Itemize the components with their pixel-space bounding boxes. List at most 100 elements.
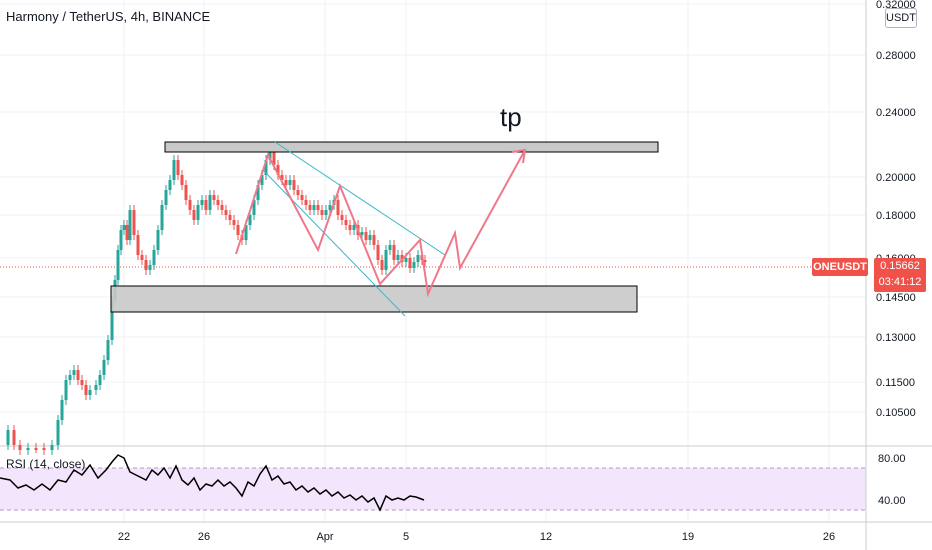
- rsi-indicator-title: RSI (14, close): [6, 457, 86, 471]
- candle-body: [172, 160, 176, 180]
- candle-body: [132, 210, 136, 235]
- rsi-band: [0, 468, 866, 510]
- candle-body: [252, 200, 256, 215]
- candle-body: [102, 360, 106, 375]
- candle-body: [176, 160, 180, 175]
- candle-body: [216, 200, 220, 205]
- candle-body: [6, 430, 10, 445]
- candle-body: [80, 380, 84, 385]
- candle-body: [224, 210, 228, 215]
- time-tick-label: Apr: [316, 531, 333, 543]
- candle-body: [160, 205, 164, 230]
- candle-body: [128, 210, 132, 240]
- candle-body: [188, 200, 192, 210]
- price-tick-label: 0.20000: [876, 172, 916, 184]
- candle-body: [348, 225, 352, 230]
- candle-body: [416, 255, 420, 262]
- candle-body: [12, 430, 16, 445]
- candle-body: [412, 262, 416, 268]
- candle-body: [184, 185, 188, 200]
- candle-body: [152, 250, 156, 265]
- time-tick-label: 22: [118, 531, 130, 543]
- candle-body: [256, 185, 260, 200]
- price-tick-label: 0.11500: [876, 377, 915, 389]
- candle-body: [388, 245, 392, 250]
- support-zone[interactable]: [110, 285, 638, 313]
- candle-body: [276, 165, 280, 175]
- candle-body: [180, 175, 184, 185]
- candle-body: [392, 245, 396, 260]
- target-label: tp: [500, 102, 522, 132]
- candle-body: [296, 190, 300, 195]
- resistance-zone[interactable]: [164, 141, 659, 153]
- candle-body: [148, 265, 152, 270]
- currency-button[interactable]: USDT: [885, 8, 917, 28]
- candle-body: [272, 150, 276, 165]
- price-tick-label: 0.14500: [876, 292, 916, 304]
- candle-body: [368, 235, 372, 240]
- candle-body: [300, 195, 304, 200]
- candle-body: [119, 230, 123, 250]
- candle-body: [164, 190, 168, 205]
- candle-body: [200, 200, 204, 205]
- candle-body: [84, 385, 88, 395]
- candle-body: [236, 225, 240, 235]
- symbol-tag: ONEUSDT: [812, 258, 868, 276]
- candle-body: [64, 380, 68, 400]
- time-tick-label: 26: [823, 531, 835, 543]
- channel-lower-line[interactable]: [262, 169, 406, 317]
- price-tag: 0.15662 03:41:12: [874, 258, 926, 292]
- candle-body: [280, 175, 284, 180]
- candle-body: [68, 375, 72, 380]
- rsi-line: [0, 454, 425, 512]
- channel-upper-line[interactable]: [274, 141, 446, 256]
- price-tick-label: 0.13000: [876, 332, 916, 344]
- candle-body: [232, 220, 236, 225]
- candle-body: [168, 180, 172, 190]
- candle-body: [372, 235, 376, 245]
- candle-body: [228, 215, 232, 220]
- candle-body: [292, 180, 296, 190]
- candle-body: [423, 260, 427, 262]
- candle-body: [196, 205, 200, 220]
- rsi-tick-80: 80.00: [878, 453, 906, 465]
- grid-lines: [0, 0, 866, 522]
- time-axis-labels: 22 26 Apr 5 12 19 26: [118, 531, 835, 543]
- candle-body: [264, 160, 268, 175]
- candle-body: [192, 210, 196, 220]
- candle-body: [396, 255, 400, 260]
- price-tick-label: 0.32000: [876, 0, 916, 11]
- candle-body: [34, 448, 38, 450]
- projection-path[interactable]: [235, 149, 526, 298]
- candle-body: [352, 225, 356, 230]
- candle-body: [220, 205, 224, 210]
- time-tick-label: 5: [403, 531, 409, 543]
- price-tick-label: 0.10500: [876, 407, 916, 419]
- candle-body: [98, 375, 102, 385]
- candle-body: [376, 245, 380, 260]
- candle-body: [320, 210, 324, 215]
- candle-body: [88, 390, 92, 395]
- candle-body: [340, 215, 344, 220]
- candle-body: [156, 230, 160, 250]
- candle-body: [312, 205, 316, 210]
- candle-body: [72, 370, 76, 375]
- price-tag-value: 0.15662: [880, 260, 920, 272]
- candle-body: [308, 205, 312, 210]
- candle-body: [106, 340, 110, 360]
- candle-body: [380, 260, 384, 270]
- candle-body: [244, 225, 248, 240]
- price-tick-label: 0.28000: [876, 50, 916, 62]
- candle-body: [204, 200, 208, 210]
- time-tick-label: 19: [682, 531, 694, 543]
- rsi-tick-40: 40.00: [878, 495, 906, 507]
- candle-body: [122, 225, 126, 230]
- candle-body: [304, 200, 308, 205]
- chart-title: Harmony / TetherUS, 4h, BINANCE: [6, 9, 211, 24]
- candle-body: [140, 255, 144, 260]
- candle-body: [268, 150, 272, 160]
- candle-body: [60, 400, 64, 420]
- candle-body: [248, 215, 252, 225]
- candle-body: [404, 258, 408, 262]
